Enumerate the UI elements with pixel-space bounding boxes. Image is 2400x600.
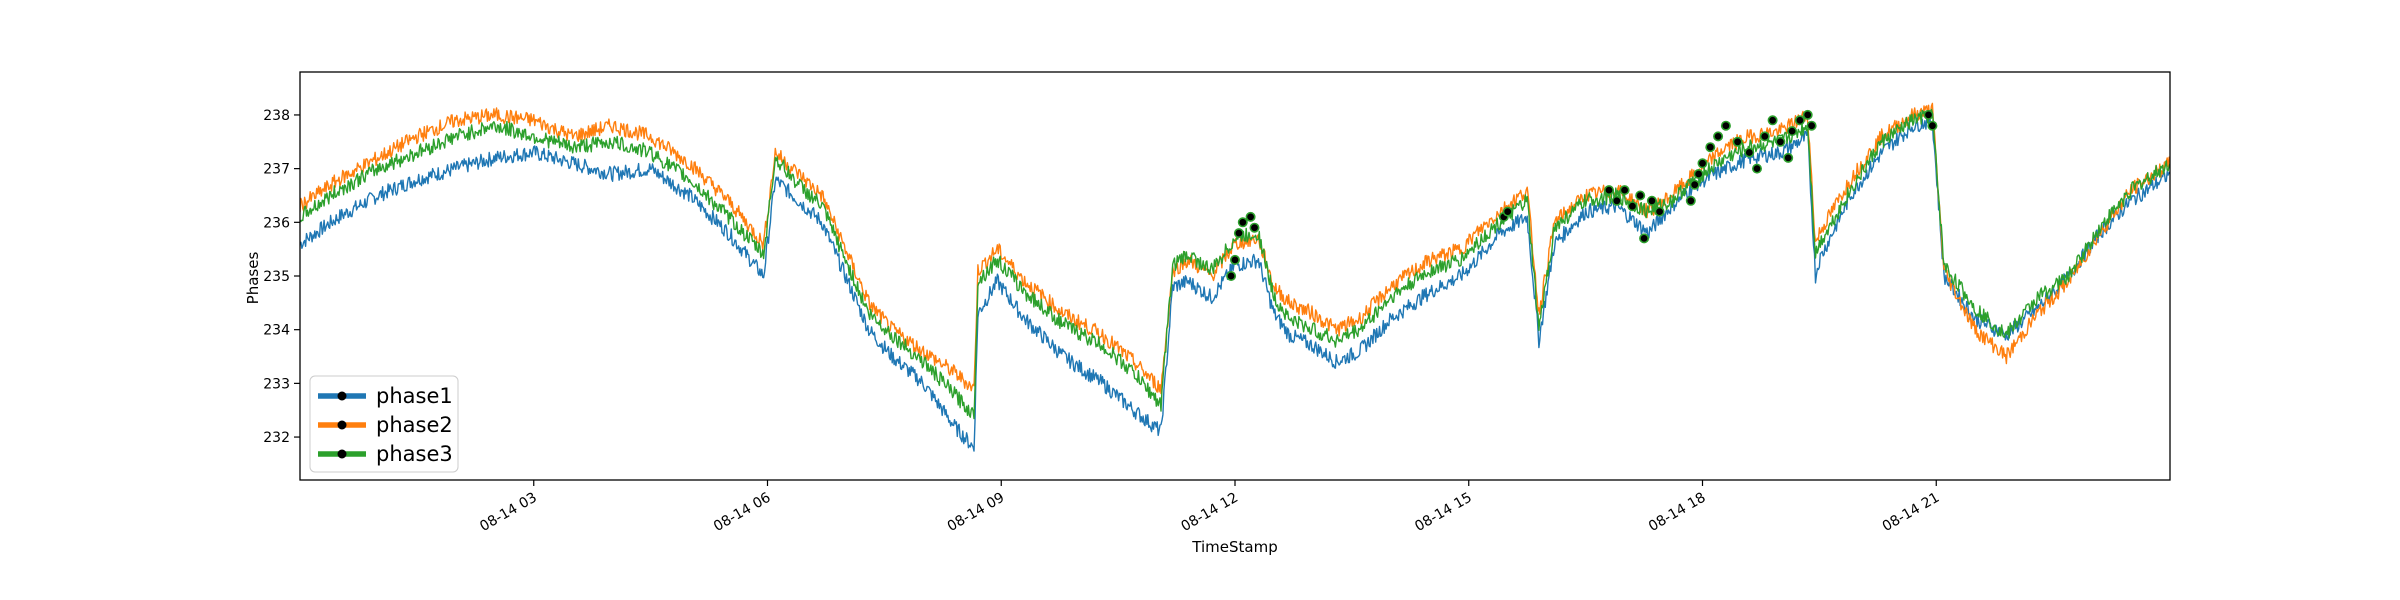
anomaly-marker [1689, 179, 1700, 190]
anomaly-marker [1720, 120, 1731, 131]
anomaly-marker [1923, 109, 1934, 120]
series-line-phase3 [300, 108, 2170, 420]
anomaly-marker [1226, 270, 1237, 281]
y-tick-label: 238 [263, 108, 290, 124]
anomaly-marker [1775, 136, 1786, 147]
y-tick-label: 232 [263, 430, 290, 446]
legend-marker-phase1 [337, 391, 347, 401]
anomaly-marker [1604, 185, 1615, 196]
anomaly-marker [1927, 120, 1938, 131]
anomaly-marker [1654, 206, 1665, 217]
legend-box [309, 375, 459, 473]
anomaly-marker [1627, 201, 1638, 212]
x-axis-label: TimeStamp [1191, 538, 1277, 556]
y-tick-label: 236 [263, 215, 290, 231]
anomaly-marker [1502, 206, 1513, 217]
y-axis-label: Phases [244, 252, 262, 305]
anomaly-marker [1635, 190, 1646, 201]
legend-label-phase2: phase2 [376, 413, 453, 437]
anomaly-marker [1794, 115, 1805, 126]
anomaly-marker [1705, 142, 1716, 153]
legend-marker-phase2 [337, 420, 347, 430]
anomaly-marker [1752, 163, 1763, 174]
anomaly-marker [1787, 126, 1798, 137]
anomaly-marker [1249, 222, 1260, 233]
anomaly-marker [1245, 211, 1256, 222]
anomaly-marker [1783, 152, 1794, 163]
y-axis: 232 233 234 235 236 237 238 [263, 108, 300, 446]
anomaly-marker [1237, 217, 1248, 228]
anomaly-marker [1802, 109, 1813, 120]
y-tick-label: 234 [263, 323, 290, 339]
legend-label-phase1: phase1 [376, 384, 453, 408]
y-tick-label: 233 [263, 376, 290, 392]
anomaly-marker [1619, 185, 1630, 196]
anomaly-marker [1230, 254, 1241, 265]
anomaly-marker [1611, 195, 1622, 206]
anomaly-marker [1697, 158, 1708, 169]
anomaly-marker [1639, 233, 1650, 244]
anomaly-marker [1646, 195, 1657, 206]
anomaly-marker [1759, 131, 1770, 142]
anomaly-marker [1233, 228, 1244, 239]
y-tick-label: 237 [263, 162, 290, 178]
anomaly-marker [1693, 169, 1704, 180]
anomaly-marker [1767, 115, 1778, 126]
legend-label-phase3: phase3 [376, 442, 453, 466]
plot-area [300, 102, 2170, 452]
anomaly-marker [1713, 131, 1724, 142]
anomaly-marker [1732, 136, 1743, 147]
legend-marker-phase3 [337, 449, 347, 459]
y-tick-label: 235 [263, 269, 290, 285]
anomaly-marker [1685, 195, 1696, 206]
legend: phase1 phase2 phase3 [309, 375, 459, 473]
anomaly-marker [1744, 147, 1755, 158]
anomaly-marker [1806, 120, 1817, 131]
